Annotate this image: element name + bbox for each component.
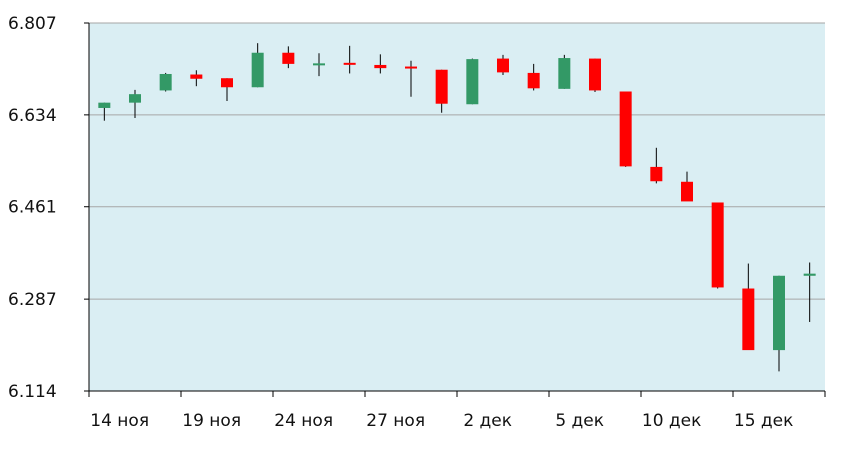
candle-body-down: [374, 64, 387, 69]
candle: [98, 102, 111, 121]
candle: [374, 54, 387, 74]
candle: [405, 60, 417, 97]
y-axis-tick-labels: 6.807 6.634 6.461 6.287 6.114: [8, 14, 57, 402]
y-axis-tick-label: 6.461: [8, 198, 57, 218]
candle-body-up: [803, 273, 816, 276]
candle: [497, 54, 509, 76]
x-axis-tick-label: 24 ноя: [274, 411, 333, 431]
x-axis-tick-label: 14 ноя: [90, 411, 149, 431]
candle: [435, 69, 448, 113]
candle-body-down: [435, 69, 448, 104]
candle: [159, 72, 172, 92]
x-axis-tick-labels: 14 ноя 19 ноя 24 ноя 27 ноя 2 дек 5 дек 10 дек…: [90, 411, 793, 431]
candle: [129, 89, 141, 119]
x-axis-tick-label: 19 ноя: [182, 411, 241, 431]
y-axis-tick-label: 6.807: [8, 14, 57, 34]
x-axis-tick-label: 15 дек: [734, 411, 794, 431]
gridlines: [89, 22, 825, 300]
candle: [711, 202, 724, 289]
x-axis-tick-label: 10 дек: [642, 411, 702, 431]
x-axis-tick-label: 2 дек: [463, 411, 512, 431]
candle: [742, 263, 755, 351]
candles: [98, 43, 816, 372]
candle-body-down: [221, 78, 233, 88]
y-axis-tick-label: 6.114: [8, 382, 57, 402]
candle-body-down: [681, 181, 693, 202]
candle-body-down: [405, 66, 417, 69]
x-axis-tick-label: 5 дек: [555, 411, 604, 431]
y-axis-tick-label: 6.634: [8, 106, 57, 126]
y-axis-tick-label: 6.287: [8, 290, 57, 310]
candle-body-down: [619, 91, 632, 167]
candle: [650, 147, 663, 184]
candle-body-down: [711, 202, 724, 288]
candle-body-down: [742, 288, 755, 351]
candle: [619, 91, 632, 167]
candle: [190, 70, 203, 87]
candle-body-up: [129, 94, 141, 103]
candle-body-up: [251, 52, 264, 88]
candle: [251, 43, 264, 88]
candle-body-down: [650, 166, 663, 182]
candle-body-up: [313, 63, 325, 66]
candle-body-up: [466, 59, 479, 105]
candle: [681, 171, 693, 202]
candle-body-down: [190, 74, 203, 79]
candle-body-up: [98, 102, 111, 108]
candle: [589, 58, 601, 93]
candle: [527, 63, 540, 91]
candle: [558, 54, 571, 89]
candle: [343, 45, 356, 74]
candle: [466, 58, 479, 105]
candle-body-down: [589, 58, 601, 91]
candle: [313, 53, 325, 77]
candle: [282, 46, 295, 69]
candle-body-down: [282, 52, 295, 64]
candle-body-up: [773, 275, 785, 351]
candle: [773, 275, 785, 372]
candle-body-down: [527, 72, 540, 89]
candle-body-down: [497, 58, 509, 73]
x-axis-tick-label: 27 ноя: [366, 411, 425, 431]
axes: [84, 22, 826, 397]
candle-body-down: [343, 62, 356, 65]
candle: [221, 78, 233, 102]
candle-body-up: [558, 58, 571, 89]
candle-body-up: [159, 73, 172, 91]
candle: [803, 262, 816, 322]
